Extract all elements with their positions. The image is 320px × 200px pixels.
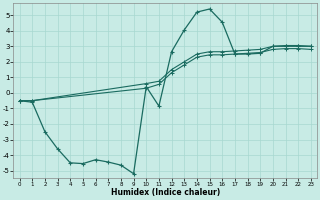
X-axis label: Humidex (Indice chaleur): Humidex (Indice chaleur) xyxy=(111,188,220,197)
